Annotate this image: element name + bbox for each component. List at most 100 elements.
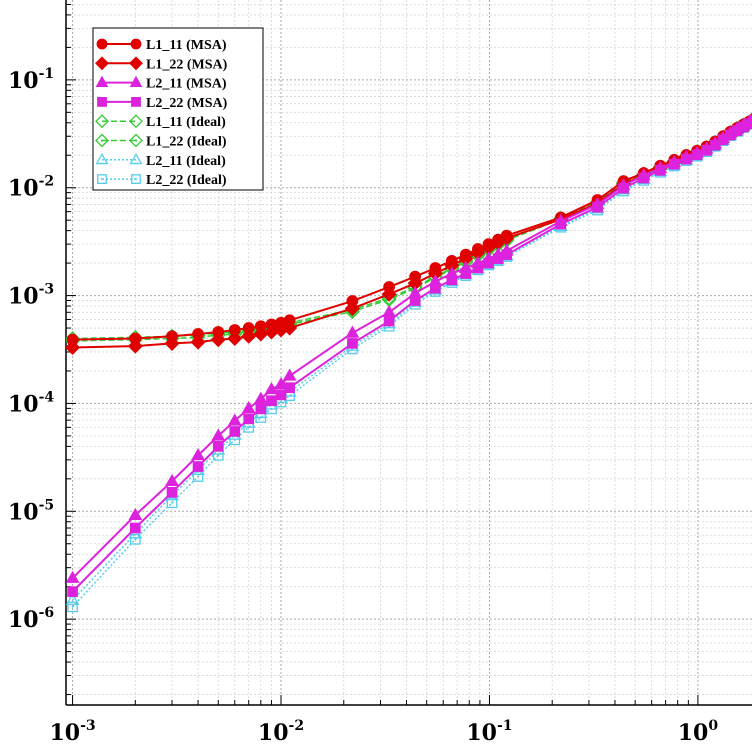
- x-tick-label: 10-2: [258, 718, 304, 746]
- x-tick-label: 10-1: [466, 718, 512, 746]
- data-point: [266, 395, 277, 407]
- data-point-dot: [134, 538, 137, 541]
- legend-marker: [129, 114, 143, 129]
- data-point: [446, 274, 458, 286]
- data-point: [165, 473, 179, 487]
- data-point: [638, 172, 650, 184]
- legend-marker: [95, 152, 109, 165]
- legend-label: L2_22 (Ideal): [146, 173, 227, 188]
- series-line: [72, 121, 752, 608]
- data-point: [282, 320, 298, 336]
- data-point: [164, 335, 180, 351]
- y-tick-label: 10-1: [8, 66, 54, 94]
- data-point: [255, 403, 267, 415]
- data-point: [275, 389, 287, 401]
- legend-marker: [95, 114, 109, 129]
- legend-marker: [97, 174, 107, 185]
- series-3: [67, 114, 752, 597]
- legend-marker: [129, 75, 143, 87]
- data-point: [743, 118, 752, 130]
- legend-marker: [95, 75, 109, 87]
- legend-marker-dot: [100, 139, 104, 142]
- legend-label: L1_11 (MSA): [146, 38, 227, 53]
- data-point: [67, 601, 78, 613]
- tick-labels: 10-3 10-2 10-1 100 10-6 10-5 10-4 10-3 10-2 10-1: [8, 66, 718, 746]
- y-tick-label: 10-5: [8, 497, 54, 525]
- legend-label: L2_22 (MSA): [146, 96, 228, 111]
- legend-label: L1_11 (Ideal): [146, 115, 226, 130]
- data-point: [166, 497, 178, 509]
- y-tick-label: 10-3: [8, 282, 54, 310]
- data-point: [128, 507, 143, 520]
- data-point: [381, 286, 397, 302]
- series-layer: [66, 113, 752, 613]
- legend-label: L2_11 (Ideal): [146, 154, 226, 169]
- data-point: [227, 330, 243, 347]
- data-point: [191, 448, 205, 461]
- data-point: [492, 253, 504, 264]
- data-point: [227, 413, 242, 426]
- data-point: [166, 486, 178, 498]
- legend-marker: [95, 56, 109, 71]
- data-point: [190, 334, 206, 350]
- data-point: [212, 441, 224, 452]
- data-point: [430, 282, 441, 294]
- legend-item: L2_22 (Ideal): [97, 173, 227, 188]
- data-point: [680, 153, 692, 165]
- data-point: [129, 533, 141, 545]
- data-point: [282, 368, 297, 381]
- data-point: [592, 201, 603, 213]
- axes: [65, 0, 752, 706]
- legend-item: L1_11 (Ideal): [95, 114, 226, 130]
- legend-label: L1_22 (MSA): [146, 57, 228, 72]
- data-point: [192, 461, 204, 472]
- data-point: [192, 471, 204, 482]
- data-point: [243, 413, 255, 425]
- legend-item: L2_11 (MSA): [95, 75, 227, 92]
- data-point: [66, 592, 80, 605]
- data-point: [709, 139, 721, 151]
- data-point-dot: [71, 605, 74, 608]
- x-tick-label: 10-3: [49, 718, 95, 746]
- x-tick-label: 100: [678, 718, 719, 746]
- data-point: [749, 114, 752, 126]
- data-point: [555, 218, 567, 230]
- data-point: [67, 586, 78, 597]
- data-point: [654, 164, 666, 176]
- data-point: [409, 295, 421, 306]
- data-point-dot: [233, 438, 236, 441]
- legend-marker-dot: [101, 178, 103, 181]
- data-point: [66, 570, 80, 583]
- legend-label: L1_22 (Ideal): [146, 135, 227, 150]
- data-point-dot: [197, 475, 200, 478]
- legend-marker-dot: [135, 178, 137, 181]
- legend-item: L1_11 (MSA): [96, 38, 227, 53]
- data-point: [229, 426, 241, 437]
- data-point: [129, 522, 141, 534]
- data-point: [668, 158, 680, 170]
- data-point: [483, 257, 494, 269]
- legend-marker: [131, 174, 141, 185]
- legend-box: [92, 27, 264, 191]
- data-point: [472, 262, 484, 274]
- legend-marker: [129, 152, 143, 165]
- series-line: [71, 120, 752, 593]
- data-point: [501, 249, 513, 260]
- legend-item: L1_22 (Ideal): [95, 133, 227, 150]
- legend-marker-dot: [134, 139, 138, 142]
- data-point-dot: [217, 454, 220, 457]
- data-point: [284, 382, 295, 393]
- data-point: [210, 332, 226, 348]
- legend-label: L2_11 (MSA): [146, 77, 227, 92]
- data-point: [241, 401, 256, 414]
- data-point-dot: [270, 407, 273, 410]
- data-point-dot: [259, 416, 262, 419]
- data-point: [701, 145, 712, 156]
- data-point: [344, 300, 360, 316]
- data-point: [127, 338, 143, 354]
- data-point-dot: [280, 401, 283, 404]
- data-point-dot: [247, 426, 250, 429]
- data-point: [211, 428, 226, 441]
- legend-marker: [96, 38, 108, 50]
